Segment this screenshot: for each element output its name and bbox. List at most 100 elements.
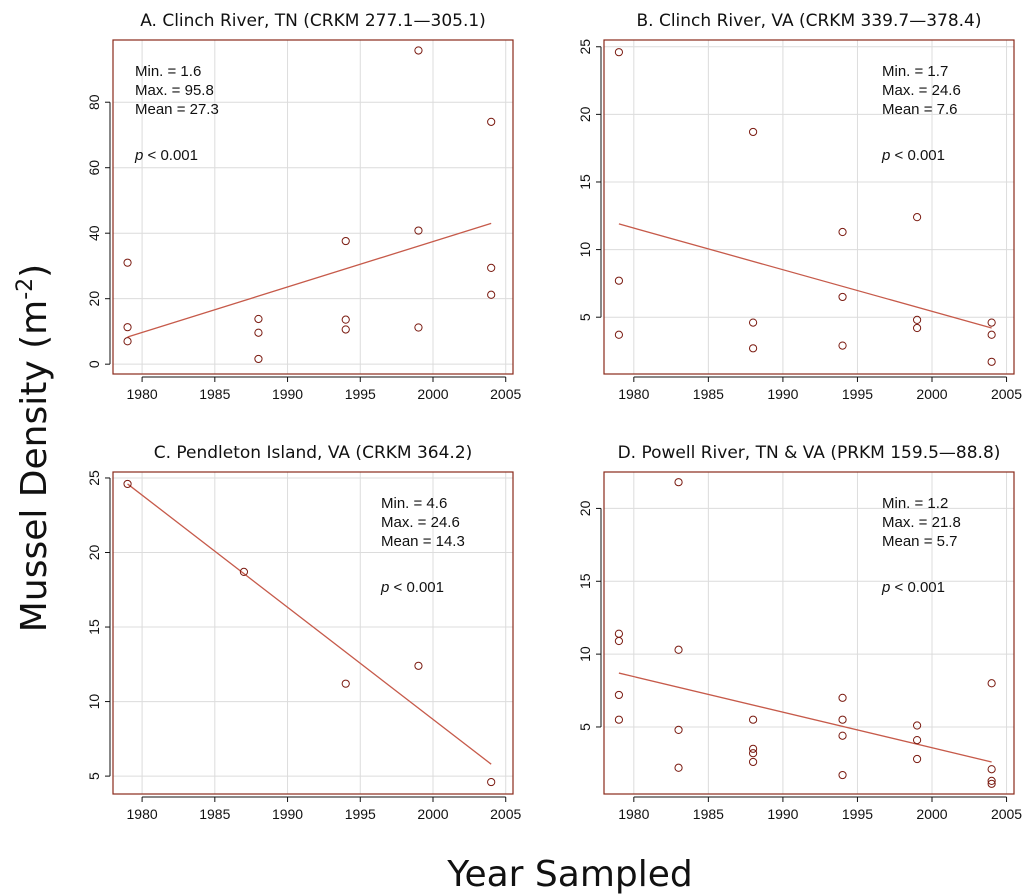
- x-tick-label-c-4: 2000: [417, 806, 448, 822]
- stat-min-a: Min. = 1.6: [135, 63, 201, 80]
- y-tick-label-c-1: 10: [86, 694, 102, 710]
- x-tick-label-c-0: 1980: [127, 806, 158, 822]
- x-tick-label-b-4: 2000: [916, 386, 947, 402]
- data-point-d-22: [987, 779, 996, 788]
- x-tick-label-b-0: 1980: [618, 386, 649, 402]
- data-point-a-0: [123, 258, 132, 267]
- stat-mean-d: Mean = 5.7: [882, 533, 957, 550]
- data-point-d-21: [987, 776, 996, 785]
- data-point-a-13: [487, 263, 496, 273]
- stat-p-value-c: < 0.001: [389, 579, 444, 596]
- x-tick-label-a-5: 2005: [490, 386, 521, 402]
- data-point-a-1: [123, 323, 132, 332]
- y-tick-label-b-0: 5: [577, 313, 593, 321]
- data-point-d-18: [912, 754, 922, 764]
- data-point-b-14: [987, 357, 996, 366]
- x-tick-label-a-2: 1990: [272, 386, 303, 402]
- data-point-a-14: [487, 290, 496, 299]
- data-point-b-10: [912, 315, 922, 325]
- y-tick-label-d-0: 5: [577, 723, 593, 731]
- y-tick-label-d-3: 20: [577, 500, 593, 516]
- data-point-d-19: [987, 679, 996, 688]
- data-point-d-9: [748, 744, 758, 753]
- panel-b: 1980 1985 1990 1995 2000 2005 5 10 15 20 25 B. Clin…: [577, 11, 1022, 402]
- y-tick-label-c-3: 20: [86, 545, 102, 561]
- data-point-a-2: [123, 337, 132, 346]
- stat-min-b: Min. = 1.7: [882, 63, 948, 80]
- y-tick-label-b-3: 20: [577, 106, 593, 122]
- data-point-d-1: [614, 636, 624, 646]
- y-tick-label-a-2: 40: [86, 225, 102, 241]
- data-point-a-12: [487, 117, 496, 126]
- trend-line-a: [127, 222, 492, 338]
- y-tick-label-d-1: 10: [577, 646, 593, 662]
- data-point-b-5: [748, 344, 758, 353]
- data-point-d-13: [838, 715, 847, 724]
- stat-p-d: p < 0.001: [881, 579, 945, 596]
- panel-title-c: C. Pendleton Island, VA (CRKM 364.2): [154, 443, 473, 463]
- x-tick-label-d-1: 1985: [693, 806, 724, 822]
- y-tick-label-b-4: 25: [577, 39, 593, 55]
- stat-p-letter-d: p: [881, 579, 890, 596]
- data-point-b-13: [987, 330, 996, 339]
- x-tick-label-b-2: 1990: [767, 386, 798, 402]
- panel-c: 1980 1985 1990 1995 2000 2005 5 10 15 20 25 C. Pend…: [86, 443, 522, 822]
- x-tick-label-a-3: 1995: [345, 386, 376, 402]
- data-point-c-4: [487, 777, 496, 787]
- stat-p-c: p < 0.001: [380, 579, 444, 596]
- data-point-d-14: [838, 731, 847, 740]
- y-tick-label-a-4: 80: [86, 94, 102, 110]
- y-tick-label-a-3: 60: [86, 160, 102, 176]
- trend-line-d: [618, 672, 992, 763]
- stat-p-letter-b: p: [881, 147, 890, 164]
- data-point-a-11: [414, 323, 423, 332]
- panel-a: 1980 1985 1990 1995 2000 2005 0 20 40 60 80 A. Clin…: [86, 11, 522, 402]
- plot-frame-d: [603, 471, 1015, 795]
- plot-frame-b: [603, 39, 1015, 375]
- data-point-a-9: [414, 46, 423, 55]
- data-point-b-11: [912, 323, 922, 333]
- data-point-a-8: [341, 325, 350, 334]
- y-tick-label-b-1: 10: [577, 242, 593, 258]
- stat-max-c: Max. = 24.6: [381, 514, 460, 531]
- x-tick-label-b-3: 1995: [842, 386, 873, 402]
- data-point-d-4: [674, 478, 683, 487]
- data-point-a-10: [414, 226, 423, 235]
- stat-p-letter-c: p: [380, 579, 389, 596]
- trend-line-b: [618, 223, 992, 329]
- data-point-d-5: [674, 645, 683, 654]
- data-point-a-7: [341, 315, 350, 324]
- data-point-b-2: [614, 330, 624, 339]
- x-tick-label-d-3: 1995: [842, 806, 873, 822]
- stat-min-d: Min. = 1.2: [882, 495, 948, 512]
- plot-frame-a: [112, 39, 514, 375]
- y-tick-label-b-2: 15: [577, 174, 593, 190]
- panel-title-a: A. Clinch River, TN (CRKM 277.1—305.1): [140, 11, 486, 31]
- data-point-d-2: [614, 690, 624, 700]
- data-point-b-12: [987, 318, 996, 327]
- plot-frame-c: [112, 471, 514, 795]
- y-tick-label-d-2: 15: [577, 573, 593, 589]
- stat-max-d: Max. = 21.8: [882, 514, 961, 531]
- x-tick-label-a-4: 2000: [417, 386, 448, 402]
- panel-title-b: B. Clinch River, VA (CRKM 339.7—378.4): [636, 11, 981, 31]
- stat-mean-b: Mean = 7.6: [882, 101, 957, 118]
- data-point-a-3: [254, 314, 263, 324]
- data-point-a-6: [341, 236, 350, 246]
- stat-max-a: Max. = 95.8: [135, 82, 214, 99]
- x-tick-label-d-5: 2005: [991, 806, 1022, 822]
- x-tick-label-c-2: 1990: [272, 806, 303, 822]
- stat-mean-c: Mean = 14.3: [381, 533, 465, 550]
- data-point-b-6: [838, 227, 847, 237]
- x-axis-label: Year Sampled: [446, 854, 693, 895]
- data-point-d-20: [987, 765, 996, 774]
- data-point-b-8: [838, 341, 847, 350]
- y-tick-label-c-2: 15: [86, 619, 102, 635]
- y-tick-label-c-4: 25: [86, 470, 102, 486]
- x-tick-label-d-2: 1990: [767, 806, 798, 822]
- y-tick-label-c-0: 5: [86, 772, 102, 780]
- data-point-d-7: [674, 763, 683, 772]
- data-point-d-11: [748, 757, 758, 767]
